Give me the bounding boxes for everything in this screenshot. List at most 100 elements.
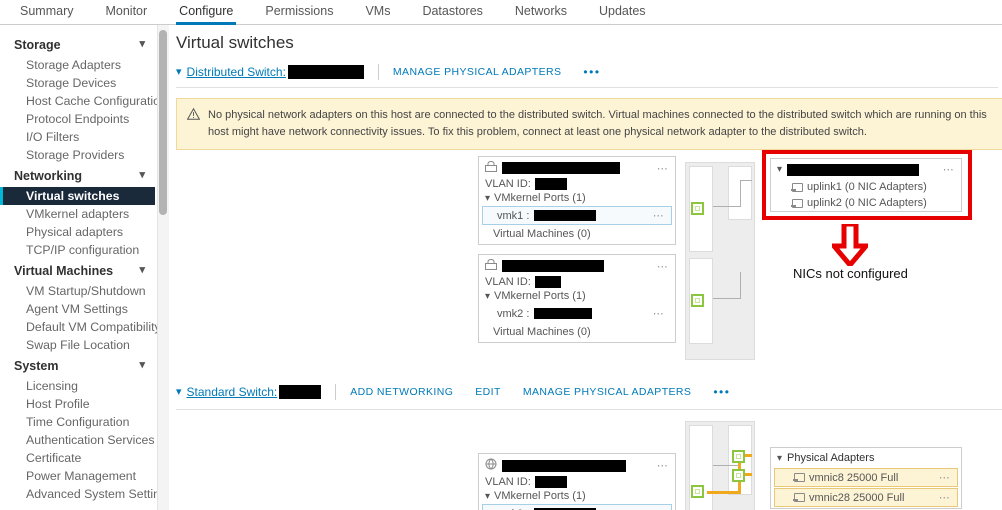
distributed-switch-overflow-menu[interactable]: ••• (583, 65, 601, 79)
standard-switch-link[interactable]: Standard Switch: (186, 385, 278, 399)
vmkernel-port-row[interactable]: vmk2 : ⋯ (482, 304, 672, 323)
sidebar-group-system[interactable]: System ▾ (0, 354, 157, 377)
sidebar-item-virtual-switches[interactable]: Virtual switches (0, 187, 155, 205)
sidebar-scrollbar-thumb[interactable] (159, 30, 167, 215)
physical-adapters-header[interactable]: ▾ Physical Adapters (771, 448, 961, 467)
tab-permissions[interactable]: Permissions (265, 4, 334, 18)
divider (377, 64, 379, 80)
vlan-id-redacted (534, 476, 567, 488)
chevron-down-icon[interactable]: ▾ (176, 65, 182, 78)
physical-adapter-row[interactable]: vmnic8 25000 Full ⋯ (774, 468, 958, 487)
chevron-down-icon: ▾ (485, 490, 491, 502)
sidebar-item-storage-adapters[interactable]: Storage Adapters (26, 58, 122, 72)
port-group-name-redacted (502, 260, 604, 272)
topology-link (713, 206, 741, 207)
manage-physical-adapters-button[interactable]: MANAGE PHYSICAL ADAPTERS (392, 66, 562, 78)
vmkernel-port-overflow-menu[interactable]: ⋯ (652, 210, 665, 222)
vlan-id-redacted (534, 178, 567, 190)
tab-monitor[interactable]: Monitor (105, 4, 148, 18)
port-group-title: ⋯ (479, 454, 675, 475)
tab-vms[interactable]: VMs (365, 4, 391, 18)
vmkernel-port-overflow-menu[interactable]: ⋯ (653, 507, 665, 510)
sidebar-item-swap-file-location[interactable]: Swap File Location (26, 338, 130, 352)
tab-configure[interactable]: Configure (163, 5, 249, 25)
switch-port-icon (732, 469, 745, 482)
port-group-overflow-menu[interactable]: ⋯ (656, 460, 669, 472)
vmkernel-ports-header[interactable]: ▾ VMkernel Ports (1) (479, 289, 675, 303)
sidebar-item-power-management[interactable]: Power Management (26, 469, 137, 483)
vmkernel-ports-header[interactable]: ▾ VMkernel Ports (1) (479, 191, 675, 205)
physical-adapter-row[interactable]: vmnic28 25000 Full ⋯ (774, 488, 958, 507)
port-group-icon (485, 458, 497, 473)
tab-updates[interactable]: Updates (599, 4, 646, 18)
add-networking-button[interactable]: ADD NETWORKING (350, 386, 454, 398)
sidebar-item-licensing[interactable]: Licensing (26, 379, 78, 393)
vmkernel-port-row[interactable]: vmk1 : ⋯ (482, 206, 672, 225)
uplink-row[interactable]: uplink2 (0 NIC Adapters) (771, 195, 961, 211)
sidebar-item-certificate[interactable]: Certificate (26, 451, 82, 465)
sidebar-item-time-configuration[interactable]: Time Configuration (26, 415, 130, 429)
vmkernel-port-overflow-menu[interactable]: ⋯ (652, 308, 665, 320)
sidebar-item-authentication-services[interactable]: Authentication Services (26, 433, 155, 447)
tab-networks[interactable]: Networks (514, 4, 567, 18)
sidebar-item-storage-providers[interactable]: Storage Providers (26, 148, 125, 162)
configure-sidebar: Storage ▾ Storage Adapters Storage Devic… (0, 25, 157, 510)
sidebar-item-tcpip-configuration[interactable]: TCP/IP configuration (26, 243, 140, 257)
manage-physical-adapters-button[interactable]: MANAGE PHYSICAL ADAPTERS (522, 386, 692, 398)
tab-summary[interactable]: Summary (20, 4, 74, 18)
sidebar-group-networking[interactable]: Networking ▾ (0, 164, 157, 187)
physical-adapter-overflow-menu[interactable]: ⋯ (938, 492, 951, 504)
physical-adapter-overflow-menu[interactable]: ⋯ (938, 472, 951, 484)
nic-adapter-icon (793, 493, 805, 502)
uplink-box: ▾ ⋯ uplink1 (0 NIC Adapters) uplink2 (0 … (770, 158, 962, 212)
physical-adapters-title: Physical Adapters (787, 452, 875, 464)
vmkernel-port-ip-redacted (534, 508, 597, 510)
vmkernel-port-name: vmk0 : (497, 508, 529, 510)
sidebar-item-host-cache-configuration[interactable]: Host Cache Configuration (26, 94, 157, 108)
standard-switch-header: ▾ Standard Switch: ADD NETWORKING EDIT M… (170, 373, 1002, 401)
port-group-overflow-menu[interactable]: ⋯ (656, 260, 669, 273)
port-group-overflow-menu[interactable]: ⋯ (656, 162, 669, 175)
chevron-down-icon: ▾ (139, 359, 145, 371)
sidebar-item-host-profile[interactable]: Host Profile (26, 397, 90, 411)
tab-datastores[interactable]: Datastores (422, 4, 483, 18)
chevron-down-icon: ▾ (485, 290, 491, 302)
chevron-down-icon: ▾ (485, 192, 491, 204)
distributed-switch-link[interactable]: Distributed Switch: (186, 65, 286, 79)
port-group-title: ⋯ (479, 255, 675, 275)
topology-link-active (738, 454, 752, 457)
sidebar-group-virtual-machines[interactable]: Virtual Machines ▾ (0, 259, 157, 282)
standard-switch-overflow-menu[interactable]: ••• (713, 385, 731, 399)
distributed-switch-name-redacted (287, 65, 364, 79)
chevron-down-icon[interactable]: ▾ (176, 385, 182, 398)
sidebar-group-storage[interactable]: Storage ▾ (0, 33, 157, 56)
sidebar-item-protocol-endpoints[interactable]: Protocol Endpoints (26, 112, 130, 126)
topology-link (713, 465, 741, 466)
uplink-row[interactable]: uplink1 (0 NIC Adapters) (771, 179, 961, 195)
vmkernel-port-row[interactable]: vmk0 : ⋯ (482, 504, 672, 510)
vlan-id-label: VLAN ID: (485, 476, 531, 488)
sidebar-item-physical-adapters[interactable]: Physical adapters (26, 225, 124, 239)
vmkernel-port-name: vmk1 : (497, 209, 530, 222)
uplink-label: uplink2 (0 NIC Adapters) (807, 197, 927, 209)
sidebar-item-default-vm-compatibility[interactable]: Default VM Compatibility (26, 320, 157, 334)
vlan-id-line: VLAN ID: (479, 475, 675, 489)
edit-button[interactable]: EDIT (475, 386, 501, 398)
sidebar-item-vm-startup-shutdown[interactable]: VM Startup/Shutdown (26, 284, 146, 298)
uplink-overflow-menu[interactable]: ⋯ (942, 164, 955, 176)
sidebar-item-vmkernel-adapters[interactable]: VMkernel adapters (26, 207, 130, 221)
uplink-box-header[interactable]: ▾ ⋯ (771, 159, 961, 179)
sidebar-item-advanced-system-settings[interactable]: Advanced System Settin... (26, 487, 157, 501)
virtual-machines-label: Virtual Machines (0) (493, 326, 591, 338)
switch-port-icon (691, 485, 704, 498)
vmkernel-ports-header[interactable]: ▾ VMkernel Ports (1) (479, 489, 675, 503)
chevron-down-icon: ▾ (139, 169, 145, 181)
annotation-arrow-icon (828, 221, 872, 269)
sidebar-item-agent-vm-settings[interactable]: Agent VM Settings (26, 302, 128, 316)
nic-adapter-icon (793, 473, 805, 482)
sidebar-item-io-filters[interactable]: I/O Filters (26, 130, 80, 144)
sidebar-group-storage-label: Storage (14, 37, 61, 52)
distributed-switch-header: ▾ Distributed Switch: MANAGE PHYSICAL AD… (170, 53, 1002, 81)
sidebar-group-system-label: System (14, 358, 59, 373)
sidebar-item-storage-devices[interactable]: Storage Devices (26, 76, 117, 90)
